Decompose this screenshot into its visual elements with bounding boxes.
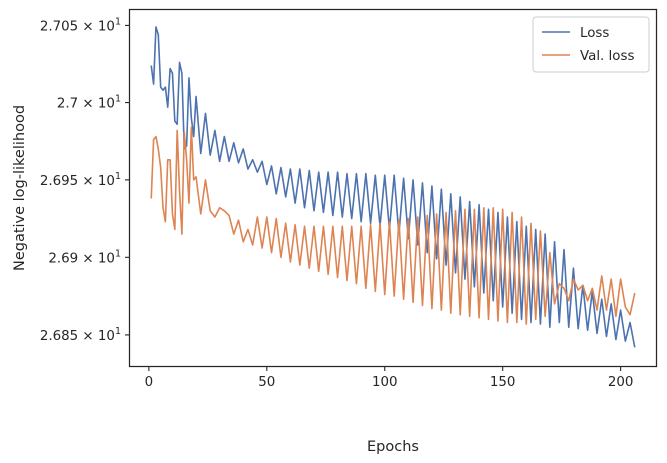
plot-area-frame [128, 8, 658, 368]
x-tick-label: 150 [490, 375, 516, 390]
x-axis-label: Epochs [367, 439, 419, 455]
x-tick-label: 100 [372, 375, 398, 390]
y-axis-label: Negative log-likelihood [12, 105, 28, 271]
x-axis-ticks: 0 50 100 150 200 [145, 366, 634, 390]
legend-label-loss: Loss [580, 26, 609, 41]
y-tick-label: 2.705 × 101 [40, 16, 121, 34]
y-tick-label: 2.695 × 101 [40, 171, 121, 189]
legend-box [532, 16, 650, 73]
y-tick-label: 2.7 × 101 [57, 94, 121, 112]
y-axis-ticks: 2.685 × 101 2.69 × 101 2.695 × 101 2.7 × 10… [40, 16, 130, 344]
legend: Loss Val. loss [532, 16, 650, 73]
x-tick-label: 200 [608, 375, 634, 390]
series-line-0 [150, 26, 636, 348]
series-line-1 [150, 126, 636, 325]
y-tick-label: 2.69 × 101 [48, 248, 121, 266]
x-tick-label: 50 [258, 375, 275, 390]
legend-label-val-loss: Val. loss [580, 49, 634, 64]
y-tick-label: 2.685 × 101 [40, 326, 121, 344]
series-layer [150, 26, 636, 348]
x-tick-label: 0 [145, 375, 154, 390]
